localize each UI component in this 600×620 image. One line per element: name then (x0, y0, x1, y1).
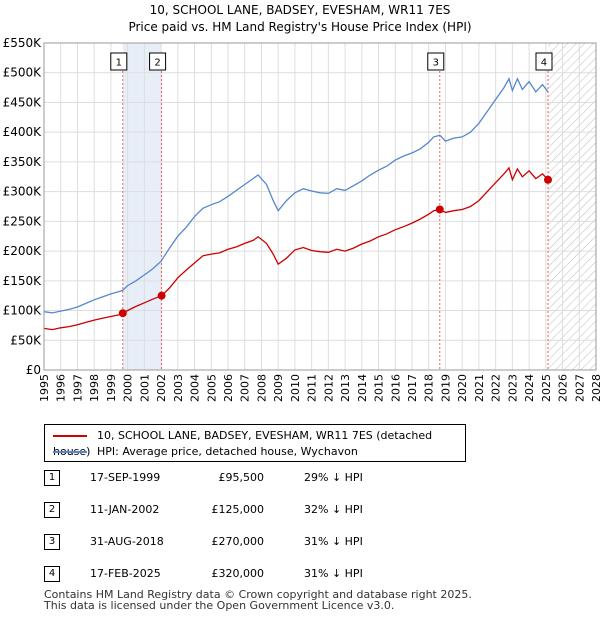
sale-label-number: 1 (116, 58, 122, 69)
row-number: 1 (44, 470, 60, 486)
sale-label-box (149, 52, 167, 71)
y-tick-label: £300K (3, 185, 43, 199)
chart-legend: 10, SCHOOL LANE, BADSEY, EVESHAM, WR11 7… (44, 424, 466, 462)
y-tick-label: £350K (3, 155, 43, 169)
y-tick-label: £550K (3, 36, 43, 50)
row-hpi: 31% ↓ HPI (304, 535, 363, 548)
chart-title: 10, SCHOOL LANE, BADSEY, EVESHAM, WR11 7… (150, 3, 451, 17)
x-tick-label: 2009 (272, 374, 285, 402)
x-tick-label: 2016 (389, 374, 402, 402)
x-tick-label: 2028 (590, 374, 600, 402)
footer-line-copyright: Contains HM Land Registry data © Crown c… (44, 588, 472, 601)
x-tick-label: 2020 (456, 374, 469, 402)
y-tick-label: £150K (3, 274, 43, 288)
row-number: 2 (44, 502, 60, 518)
x-tick-label: 2012 (322, 374, 335, 402)
row-price: £95,500 (218, 471, 265, 484)
x-tick-label: 1999 (105, 374, 118, 402)
sale-label-box (110, 52, 128, 71)
sale-label-box (427, 52, 445, 71)
x-tick-label: 2022 (490, 374, 503, 402)
legend-label-hpi: HPI: Average price, detached house, Wych… (97, 445, 358, 458)
y-tick-label: £200K (3, 244, 43, 258)
y-tick-label: £250K (3, 214, 43, 228)
x-tick-label: 2001 (138, 374, 151, 402)
row-date: 17-FEB-2025 (90, 567, 161, 580)
sale-label-number: 3 (433, 58, 439, 69)
sale-point (435, 205, 444, 214)
x-tick-label: 1996 (55, 374, 68, 402)
y-tick-label: £100K (3, 304, 43, 318)
legend-item-property: 10, SCHOOL LANE, BADSEY, EVESHAM, WR11 7… (53, 428, 465, 458)
x-tick-label: 1995 (38, 374, 51, 402)
y-tick-label: £400K (3, 125, 43, 139)
x-tick-label: 2007 (239, 374, 252, 402)
row-number: 3 (44, 534, 60, 550)
x-tick-label: 2025 (540, 374, 553, 402)
y-tick-label: £50K (10, 333, 42, 347)
x-tick-label: 2019 (439, 374, 452, 402)
x-tick-label: 2010 (289, 374, 302, 402)
row-date: 17-SEP-1999 (90, 471, 161, 484)
x-tick-label: 2013 (339, 374, 352, 402)
table-row: 1 17-SEP-1999 £95,500 29% ↓ HPI (44, 468, 404, 488)
footer-line-licence: This data is licensed under the Open Gov… (44, 599, 395, 612)
table-row: 2 11-JAN-2002 £125,000 32% ↓ HPI (44, 500, 404, 520)
x-tick-label: 2011 (306, 374, 319, 402)
x-tick-label: 2004 (189, 374, 202, 402)
sale-label-box (535, 52, 553, 71)
series-line-hpi (43, 77, 549, 314)
row-price: £270,000 (211, 535, 265, 548)
sale-label-number: 4 (541, 58, 547, 69)
x-tick-label: 1998 (88, 374, 101, 402)
row-hpi: 29% ↓ HPI (304, 471, 363, 484)
y-tick-label: £450K (3, 95, 43, 109)
legend-item-hpi: HPI: Average price, detached house, Wych… (53, 444, 358, 460)
sale-label-number: 2 (154, 58, 160, 69)
footer-attribution: Contains HM Land Registry data © Crown c… (44, 589, 472, 611)
y-tick-label: £500K (3, 66, 43, 80)
x-tick-label: 2000 (122, 374, 135, 402)
x-tick-label: 2014 (356, 374, 369, 402)
x-tick-label: 2023 (506, 374, 519, 402)
x-tick-label: 2024 (523, 374, 536, 402)
sale-point (543, 175, 552, 184)
x-tick-label: 1997 (71, 374, 84, 402)
row-date: 31-AUG-2018 (90, 535, 164, 548)
chart-subtitle: Price paid vs. HM Land Registry's House … (128, 20, 471, 34)
row-hpi: 31% ↓ HPI (304, 567, 363, 580)
legend-swatch-blue (53, 451, 87, 453)
x-tick-label: 2015 (373, 374, 386, 402)
legend-swatch-red (53, 435, 87, 437)
price-chart: 10, SCHOOL LANE, BADSEY, EVESHAM, WR11 7… (3, 3, 600, 402)
x-tick-label: 2018 (423, 374, 436, 402)
x-tick-label: 2021 (473, 374, 486, 402)
x-tick-label: 2006 (222, 374, 235, 402)
row-price: £125,000 (211, 503, 265, 516)
future-hatch (547, 43, 596, 370)
row-number: 4 (44, 566, 60, 582)
row-price: £320,000 (211, 567, 265, 580)
x-tick-label: 2005 (205, 374, 218, 402)
shaded-range (122, 43, 162, 370)
x-tick-label: 2003 (172, 374, 185, 402)
sale-point (157, 291, 166, 300)
sale-point (118, 309, 127, 318)
row-date: 11-JAN-2002 (90, 503, 160, 516)
x-tick-label: 2002 (155, 374, 168, 402)
x-tick-label: 2017 (406, 374, 419, 402)
x-tick-label: 2008 (255, 374, 268, 402)
plot-frame (43, 42, 597, 371)
series-line-property (43, 166, 549, 331)
table-row: 4 17-FEB-2025 £320,000 31% ↓ HPI (44, 564, 404, 584)
x-tick-label: 2026 (557, 374, 570, 402)
table-row: 3 31-AUG-2018 £270,000 31% ↓ HPI (44, 532, 404, 552)
x-tick-label: 2027 (573, 374, 586, 402)
y-tick-label: £0 (26, 363, 41, 377)
row-hpi: 32% ↓ HPI (304, 503, 363, 516)
